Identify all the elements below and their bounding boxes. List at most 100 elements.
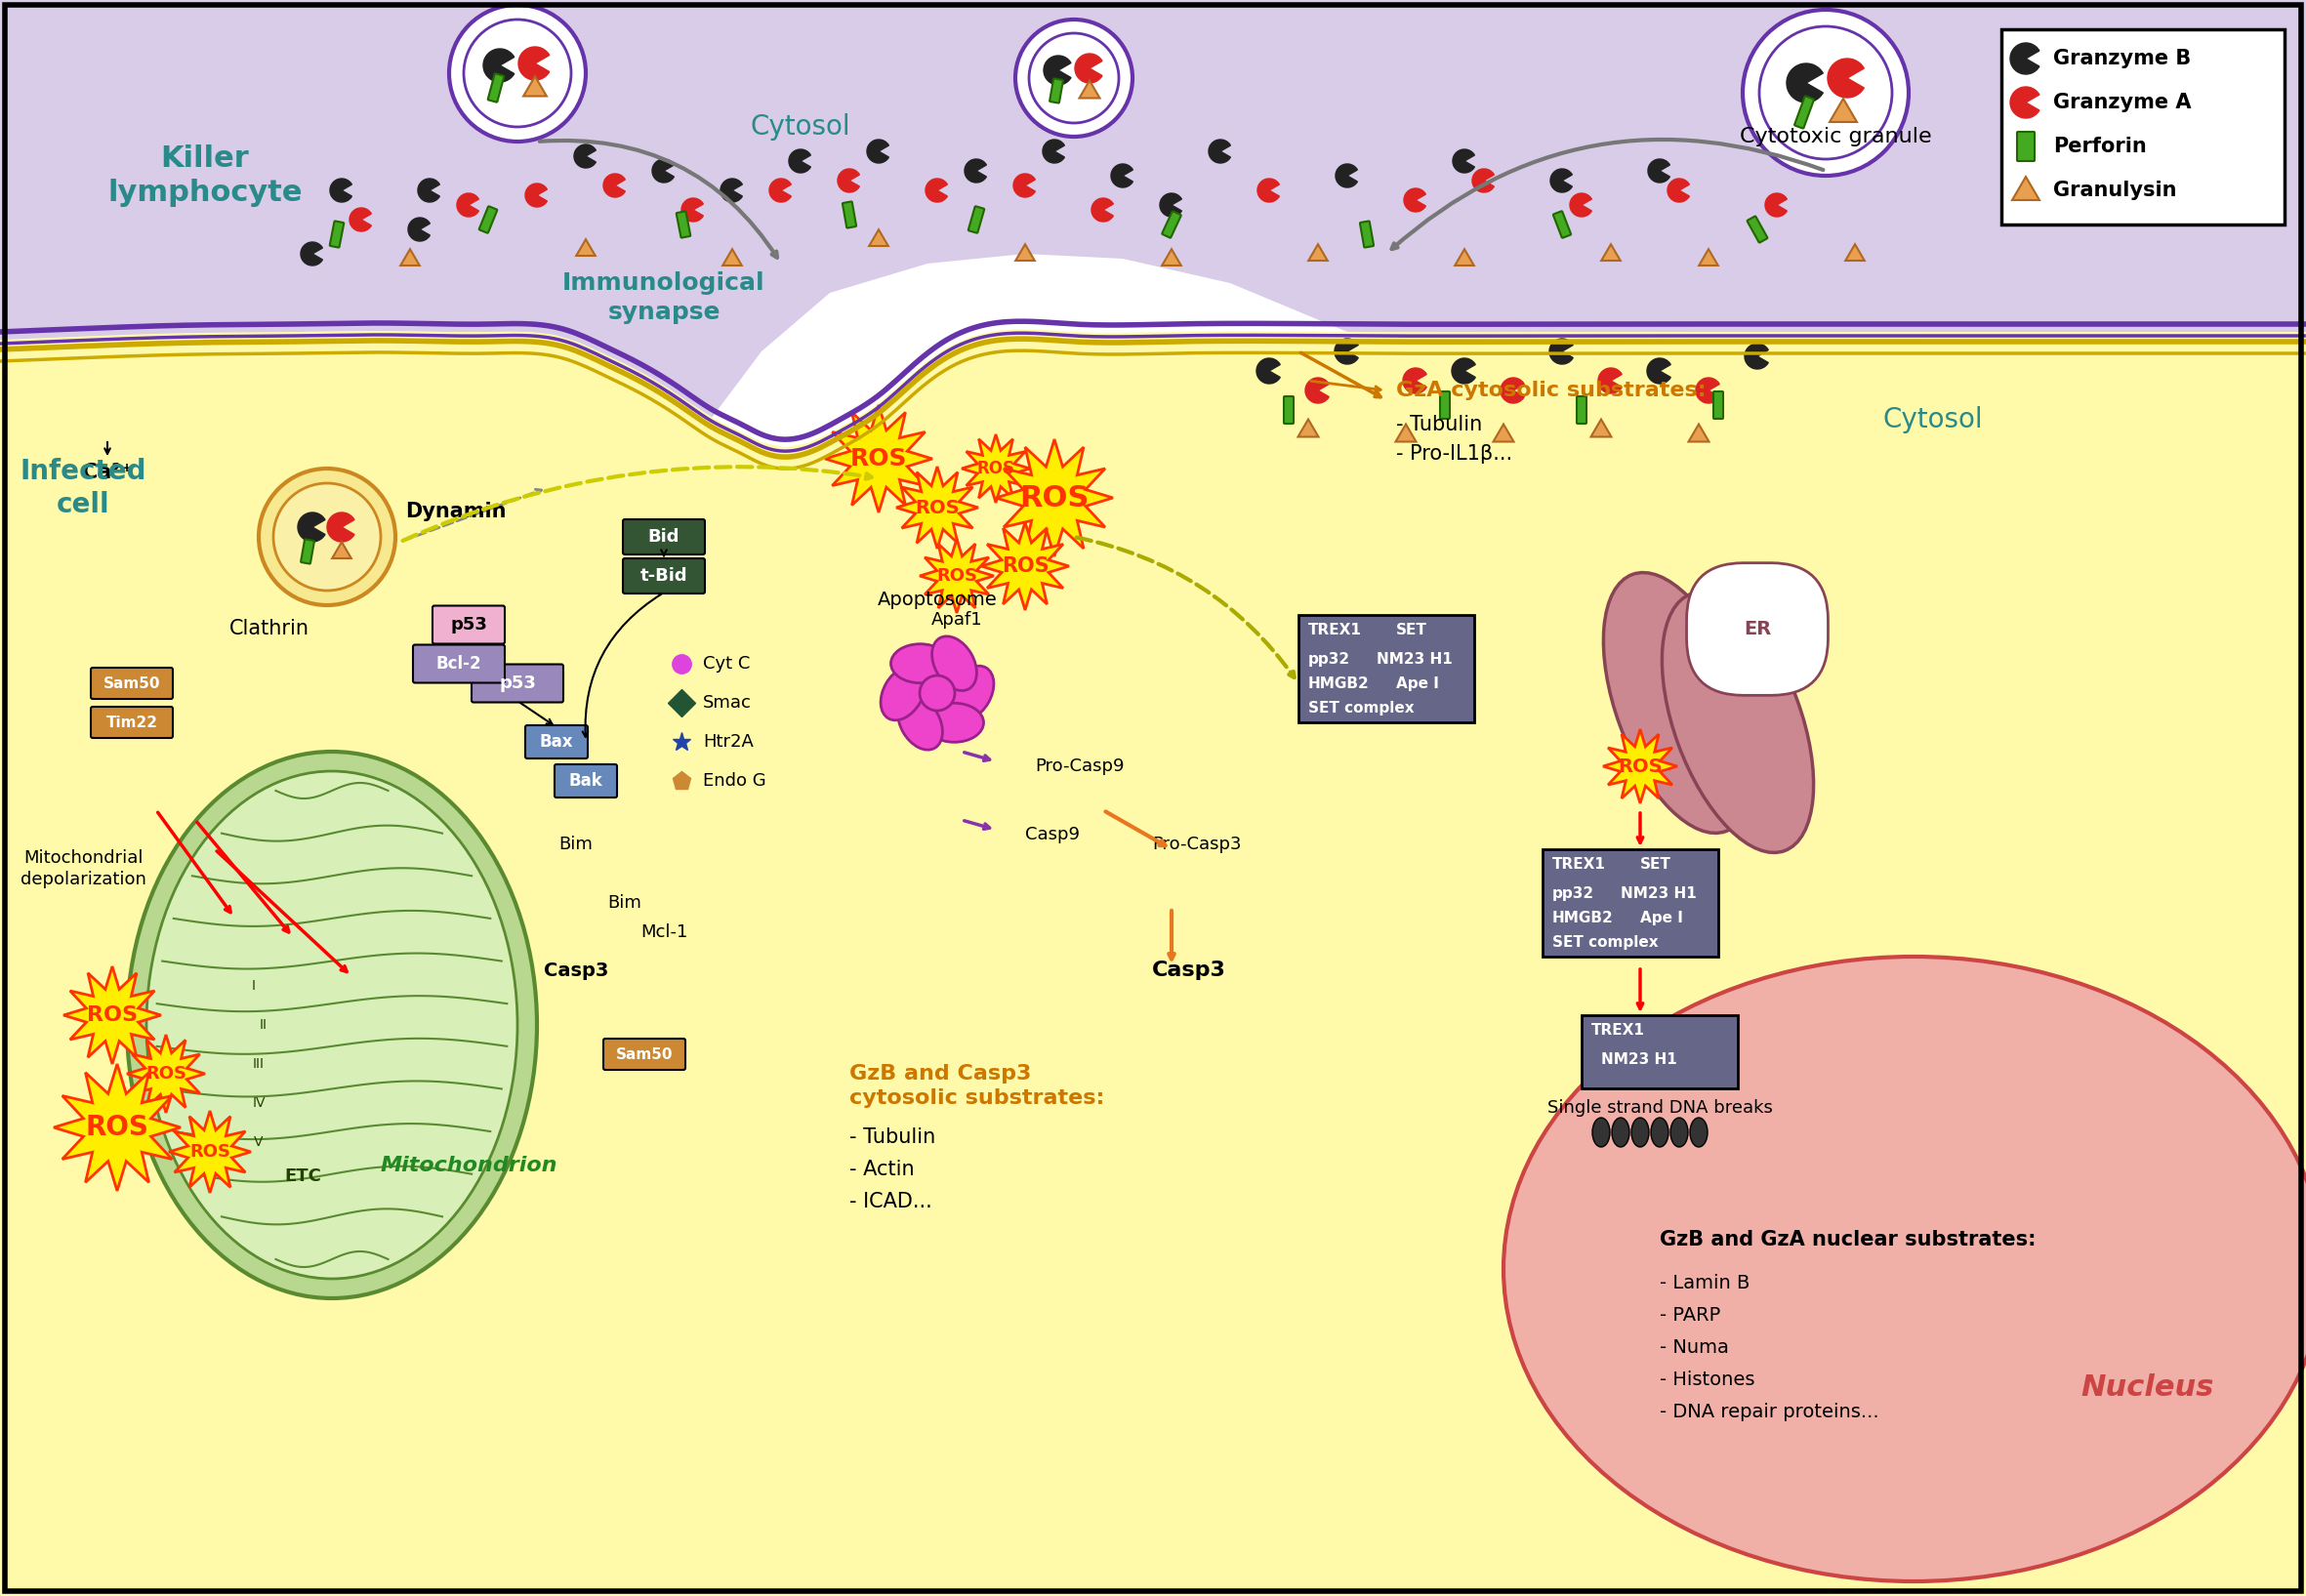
Polygon shape bbox=[0, 329, 2306, 1596]
Polygon shape bbox=[65, 967, 161, 1065]
Ellipse shape bbox=[897, 696, 943, 750]
FancyBboxPatch shape bbox=[90, 707, 173, 737]
FancyBboxPatch shape bbox=[434, 606, 505, 643]
Wedge shape bbox=[2011, 43, 2039, 73]
Wedge shape bbox=[1257, 358, 1280, 383]
Text: NM23 H1: NM23 H1 bbox=[1377, 653, 1453, 667]
Text: SET: SET bbox=[1395, 622, 1427, 637]
Text: Casp9: Casp9 bbox=[1026, 825, 1079, 843]
Text: Tim22: Tim22 bbox=[106, 715, 157, 729]
Polygon shape bbox=[401, 249, 420, 265]
Wedge shape bbox=[1012, 174, 1035, 198]
Text: Perforin: Perforin bbox=[2052, 137, 2147, 156]
FancyBboxPatch shape bbox=[1439, 391, 1450, 418]
FancyBboxPatch shape bbox=[90, 667, 173, 699]
Wedge shape bbox=[837, 169, 860, 192]
Polygon shape bbox=[1829, 99, 1856, 121]
Text: ROS: ROS bbox=[189, 1143, 231, 1160]
Ellipse shape bbox=[1663, 592, 1813, 852]
Wedge shape bbox=[1501, 378, 1524, 404]
FancyBboxPatch shape bbox=[1167, 212, 1176, 238]
Wedge shape bbox=[327, 512, 355, 541]
Text: - PARP: - PARP bbox=[1660, 1306, 1720, 1325]
Text: ROS: ROS bbox=[936, 567, 978, 584]
Text: Bid: Bid bbox=[648, 528, 680, 546]
Wedge shape bbox=[297, 512, 325, 541]
Wedge shape bbox=[1091, 198, 1114, 222]
Wedge shape bbox=[770, 179, 791, 203]
FancyBboxPatch shape bbox=[678, 212, 689, 238]
Ellipse shape bbox=[890, 643, 950, 683]
Wedge shape bbox=[1335, 164, 1358, 187]
Wedge shape bbox=[574, 145, 595, 168]
Wedge shape bbox=[1453, 150, 1474, 172]
Text: Cytosol: Cytosol bbox=[749, 113, 851, 140]
Wedge shape bbox=[1829, 59, 1863, 97]
Ellipse shape bbox=[127, 752, 537, 1298]
FancyBboxPatch shape bbox=[1543, 849, 1718, 956]
Polygon shape bbox=[1308, 244, 1328, 260]
Wedge shape bbox=[1111, 164, 1132, 187]
Text: SET complex: SET complex bbox=[1308, 701, 1414, 715]
Ellipse shape bbox=[1593, 1117, 1610, 1148]
Polygon shape bbox=[53, 1065, 180, 1191]
Wedge shape bbox=[604, 174, 625, 198]
Polygon shape bbox=[2013, 177, 2039, 200]
Ellipse shape bbox=[1612, 1117, 1630, 1148]
Text: Granzyme A: Granzyme A bbox=[2052, 93, 2191, 112]
Text: Htr2A: Htr2A bbox=[703, 733, 754, 750]
Wedge shape bbox=[1649, 160, 1670, 182]
Text: ETC: ETC bbox=[284, 1167, 321, 1186]
Wedge shape bbox=[1045, 56, 1070, 85]
Text: Pro-Casp9: Pro-Casp9 bbox=[1035, 758, 1125, 776]
Polygon shape bbox=[1688, 425, 1709, 442]
FancyBboxPatch shape bbox=[623, 519, 706, 554]
FancyBboxPatch shape bbox=[470, 664, 563, 702]
Text: Granulysin: Granulysin bbox=[2052, 180, 2177, 200]
Text: SET complex: SET complex bbox=[1552, 935, 1658, 950]
FancyBboxPatch shape bbox=[489, 73, 505, 102]
Text: ROS: ROS bbox=[1619, 757, 1663, 776]
Polygon shape bbox=[1455, 249, 1474, 265]
Wedge shape bbox=[789, 150, 812, 172]
Wedge shape bbox=[653, 160, 673, 182]
Text: Bim: Bim bbox=[609, 894, 641, 911]
Text: Bak: Bak bbox=[570, 772, 602, 790]
Text: - Numa: - Numa bbox=[1660, 1339, 1730, 1357]
Text: Bax: Bax bbox=[540, 733, 574, 750]
Polygon shape bbox=[897, 466, 978, 549]
Circle shape bbox=[464, 19, 572, 128]
Wedge shape bbox=[1160, 193, 1181, 217]
Wedge shape bbox=[1570, 193, 1591, 217]
Wedge shape bbox=[1787, 64, 1824, 102]
Text: Apoptosome: Apoptosome bbox=[876, 591, 996, 610]
Wedge shape bbox=[1471, 169, 1494, 192]
Wedge shape bbox=[1335, 338, 1358, 364]
FancyBboxPatch shape bbox=[1554, 211, 1570, 238]
Wedge shape bbox=[1764, 193, 1787, 217]
Wedge shape bbox=[417, 179, 440, 203]
FancyBboxPatch shape bbox=[1298, 614, 1474, 723]
Text: SET: SET bbox=[1640, 857, 1672, 871]
Circle shape bbox=[1028, 34, 1118, 123]
Polygon shape bbox=[1015, 244, 1035, 260]
Text: Mitochondrion: Mitochondrion bbox=[380, 1156, 558, 1175]
Text: Cytosol: Cytosol bbox=[1884, 405, 1983, 434]
Text: - ICAD...: - ICAD... bbox=[849, 1192, 932, 1211]
Text: GzA cytosolic substrates:: GzA cytosolic substrates: bbox=[1395, 381, 1706, 401]
Ellipse shape bbox=[1603, 573, 1755, 833]
Polygon shape bbox=[332, 543, 351, 559]
Circle shape bbox=[1759, 27, 1891, 160]
Polygon shape bbox=[826, 405, 932, 512]
Text: NM23 H1: NM23 H1 bbox=[1600, 1052, 1676, 1068]
Text: Mitochondrial
depolarization: Mitochondrial depolarization bbox=[21, 849, 145, 889]
Ellipse shape bbox=[1651, 1117, 1670, 1148]
Polygon shape bbox=[1494, 425, 1513, 442]
Text: ROS: ROS bbox=[145, 1065, 187, 1082]
FancyBboxPatch shape bbox=[1794, 96, 1815, 128]
Wedge shape bbox=[1402, 369, 1427, 393]
Wedge shape bbox=[1667, 179, 1690, 203]
Text: Bim: Bim bbox=[558, 836, 593, 854]
FancyBboxPatch shape bbox=[604, 1039, 685, 1069]
Text: ROS: ROS bbox=[85, 1114, 150, 1141]
